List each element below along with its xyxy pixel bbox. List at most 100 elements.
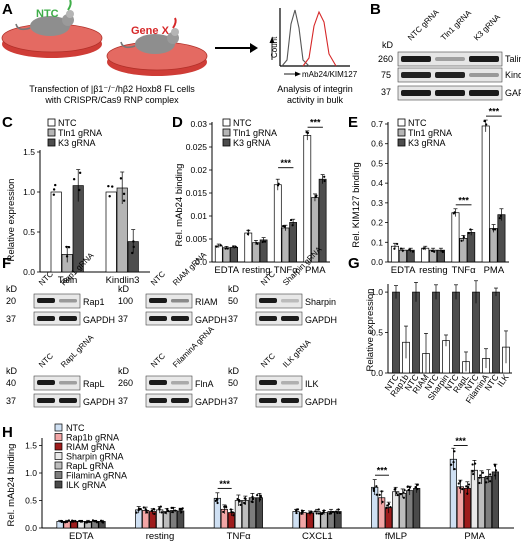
chart-d-ytick-label-0: 0.0 [195,257,207,267]
sig-e-tnfa-label: *** [458,195,469,205]
chart-h-xlabel-3: CXCL1 [302,531,333,542]
panel-letter-f: F [2,255,11,272]
blot-1-target-band-ko [171,299,189,303]
chart-h-dot-0-1-2 [65,520,69,523]
chart-h-dot-5-3-0 [474,462,477,465]
chart-h-dot-5-0-3 [450,463,453,466]
blot-3-gapdh-membrane [33,393,81,408]
chart-e-bar-2-1 [459,237,468,263]
blot-1-ntc-label: NTC [149,269,167,287]
chart-h-dot-5-1-1 [459,486,462,490]
chart-c-ytick-label-0: 0.0 [23,267,35,277]
blot-1-gapdh-label: GAPDH [195,315,227,325]
chart-e-ytick-label-0: 0.0 [371,257,383,267]
chart-h-dot-5-6-0 [494,469,498,472]
chart-h-bar-5-5 [484,475,492,529]
legend-e-swatch-tln1 [397,128,406,137]
chart-h-dot-1-0-0 [135,511,138,514]
chart-h-dot-2-6-2 [259,494,262,497]
chart-h-dot-2-5-3 [251,500,254,504]
chart-h-dot-1-3-3 [160,511,163,514]
chart-d-dot-1-0-0 [247,229,250,232]
legend-d-swatch-ntc [222,118,231,127]
chart-c-xlabel-1: Kindlin3 [106,275,140,286]
chart-c-dot-1-1-1 [122,192,126,196]
chart-h-dot-3-4-3 [322,509,326,512]
panel-a: A NTC Gene X Transfection of |β1⁻/⁻/hβ2 … [1,0,358,105]
chart-h-dot-1-2-2 [150,509,153,512]
chart-d-xlabel-0: EDTA [214,265,239,276]
chart-h-bar-5-4 [477,477,485,529]
blot-3-target-membrane [33,375,81,391]
marker-37-b: 37 [381,87,391,97]
chart-d-xlabel-3: PMA [305,265,326,276]
blot-5-gapdh-marker: 37 [228,396,238,406]
legend-h-label-1: Rap1b gRNA [66,433,119,443]
blot-3-gapdh-label: GAPDH [83,397,115,407]
panel-d: D Rel. mAb24 binding NTC Tln1 gRNA K3 gR… [172,114,330,276]
blot-4-gapdh-membrane [145,393,193,408]
chart-h-dot-4-2-0 [387,502,390,506]
chart-h-dot-4-5-2 [407,488,410,492]
panel-e: E Rel. KIM127 binding NTC Tln1 gRNA K3 g… [348,107,509,276]
chart-e-ytick-label-7: 0.7 [371,119,383,129]
chart-h-dot-3-3-1 [317,508,320,511]
blot-2-gapdh-label: GAPDH [305,315,337,325]
panel-c-ylabel: Relative expression [6,179,17,262]
panel-d-ylabel: Rel. mAb24 binding [174,164,185,247]
chart-e-bar-3-1 [489,228,498,263]
lane-tln1-gRNA: Tln1 gRNA [439,8,473,42]
chart-h-dot-1-5-3 [171,506,175,509]
legend-d-swatch-tln1 [222,128,231,137]
chart-d-dot-0-1-0 [226,247,229,250]
chart-d-bar-0-1 [222,247,231,263]
marker-75-b: 75 [381,70,391,80]
chart-h-dot-5-5-2 [485,481,488,484]
chart-e-dot-0-0-1 [393,247,396,250]
chart-d-dot-3-1-1 [314,195,317,198]
panel-letter-c: C [2,114,13,131]
panel-e-legend: NTC Tln1 gRNA K3 gRNA [397,118,452,148]
chart-c-dot-1-1-2 [122,199,126,202]
chart-h-dot-2-4-3 [244,497,247,500]
chart-h-dot-4-0-3 [375,485,378,488]
blot-1-gapdh-marker: 37 [118,314,128,324]
chart-h-dot-3-3-2 [315,512,318,515]
chart-d-dot-3-0-1 [305,131,308,134]
chart-h-dot-3-6-2 [335,510,338,513]
chart-h-dot-1-0-3 [139,507,142,511]
chart-g-bar-2 [412,291,420,374]
blot-3-target-label: RapL [83,379,105,389]
chart-h-dot-4-3-3 [395,491,398,495]
legend-h-swatch-3 [54,452,63,460]
chart-e-ytick-label-2: 0.2 [371,218,383,228]
chart-e-dot-3-2-1 [498,216,501,220]
chart-h-dot-0-3-2 [78,519,81,523]
chart-h-bar-5-6 [491,471,499,529]
legend-h-label-5: FilaminA gRNA [66,471,127,481]
chart-c-dot-0-1-0 [65,245,68,249]
chart-h-dot-4-2-1 [385,506,388,510]
sig-e-pma-label: *** [489,107,500,117]
chart-c-xlabel-0: Talin [58,275,78,286]
chart-h-dot-2-2-1 [232,514,235,517]
legend-h-label-2: RIAM gRNA [66,442,115,452]
chart-h-dot-5-6-3 [493,463,496,466]
mab24-axis-arrow-icon [284,71,301,77]
blot-2-target-membrane [255,293,303,309]
chart-e-ytick-label-3: 0.3 [371,198,383,208]
chart-h-bar-4-5 [406,490,414,529]
chart-e-xlabel-0: EDTA [391,265,416,276]
chart-h-dot-0-5-3 [95,521,99,524]
blot-0-target-band-ntc [37,298,55,303]
chart-h-dot-5-0-0 [452,461,455,464]
chart-h-dot-4-1-3 [378,493,381,496]
chart-h: 0.0 0.5 1.0 1.5 EDTA resting TNFα CXCL1 fMLP PMA *… [25,436,514,542]
chart-d-ytick-label-1: 0.005 [186,234,208,244]
blot-0-gapdh-label: GAPDH [83,315,115,325]
chart-e-dot-3-0-0 [485,123,488,126]
chart-h-dot-1-6-1 [180,508,183,511]
blot-4-target-label: FlnA [195,379,214,389]
chart-h-dot-3-6-1 [337,508,340,511]
